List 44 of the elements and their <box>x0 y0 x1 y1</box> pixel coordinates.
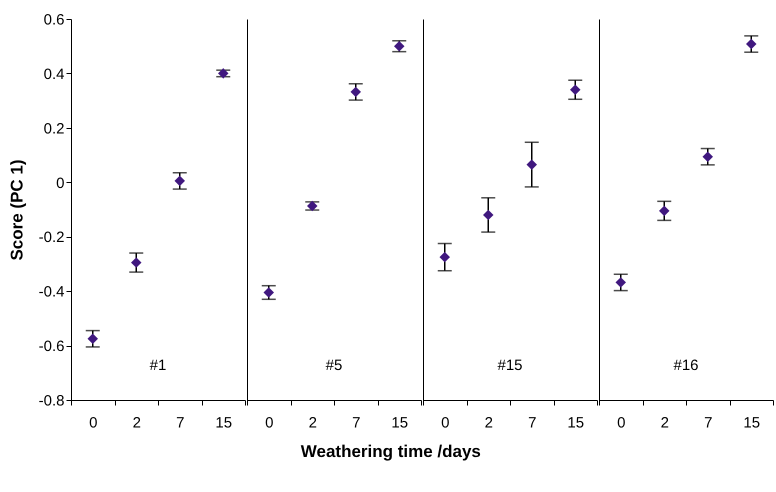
x-tick-label: 0 <box>89 414 98 432</box>
x-tick-label: 15 <box>743 414 760 432</box>
point <box>526 159 537 170</box>
x-axis-title: Weathering time /days <box>300 442 481 461</box>
y-axis-title: Score (PC 1) <box>8 159 27 261</box>
x-tick-label: 7 <box>528 414 536 432</box>
point <box>350 86 361 98</box>
x-tick-label: 7 <box>176 414 184 432</box>
annotation: #16 <box>673 357 699 374</box>
y-tick-label: -0.2 <box>38 229 64 246</box>
x-tick-label: 15 <box>567 414 584 432</box>
y-tick-label: 0.4 <box>44 66 64 83</box>
y-tick-label: 0.6 <box>44 12 64 28</box>
x-tick-label: 2 <box>484 414 493 432</box>
y-tick-label: -0.8 <box>38 392 64 410</box>
point <box>616 277 626 288</box>
point <box>131 257 142 268</box>
y-tick-label: 0.2 <box>44 120 64 138</box>
x-tick-label: 7 <box>352 414 360 432</box>
x-tick-label: 0 <box>617 414 626 432</box>
point <box>570 84 580 95</box>
point <box>483 210 494 220</box>
point <box>218 68 228 79</box>
annotation: #1 <box>150 357 166 374</box>
point <box>659 206 670 216</box>
y-tick-label: -0.6 <box>38 338 64 356</box>
point <box>702 151 713 162</box>
point <box>440 252 450 262</box>
x-tick-label: 7 <box>704 414 712 432</box>
point <box>746 38 756 50</box>
y-tick-label: 0 <box>56 174 64 192</box>
point <box>264 287 274 298</box>
point <box>174 176 185 186</box>
y-tick-label: -0.4 <box>38 284 64 301</box>
annotation: #15 <box>497 357 523 374</box>
x-tick-label: 2 <box>132 414 141 432</box>
x-tick-label: 15 <box>391 414 408 432</box>
point <box>88 334 98 344</box>
annotation: #5 <box>326 357 342 374</box>
x-tick-label: 0 <box>265 414 274 432</box>
x-tick-label: 15 <box>215 414 232 432</box>
x-tick-label: 0 <box>441 414 450 432</box>
x-tick-label: 2 <box>660 414 669 432</box>
x-tick-label: 2 <box>308 414 317 432</box>
